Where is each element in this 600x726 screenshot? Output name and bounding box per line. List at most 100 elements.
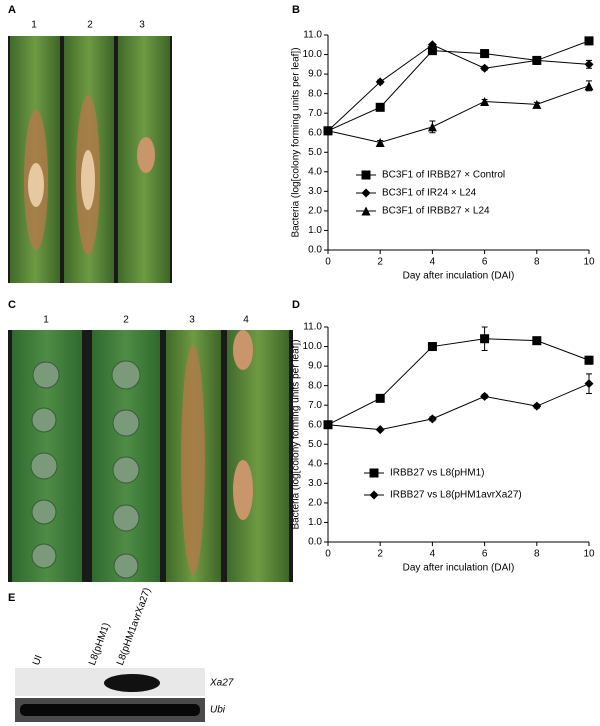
lesion bbox=[233, 330, 253, 370]
marker bbox=[584, 36, 594, 46]
y-tick-label: 0.0 bbox=[308, 245, 322, 256]
x-tick-label: 2 bbox=[377, 549, 383, 560]
lane-label: UI bbox=[31, 654, 45, 667]
lesion bbox=[181, 345, 205, 575]
leaf-label: 1 bbox=[43, 315, 49, 326]
lane-label: L8(pHM1avrXa27) bbox=[115, 586, 153, 667]
lesion bbox=[233, 460, 253, 520]
series-line bbox=[327, 338, 590, 426]
series-line bbox=[327, 44, 590, 132]
leaf-label: 4 bbox=[243, 315, 249, 326]
series-line bbox=[327, 383, 590, 431]
lane-label: L8(pHM1) bbox=[87, 621, 113, 667]
marker bbox=[375, 425, 385, 435]
y-tick-label: 8.0 bbox=[308, 88, 322, 99]
x-tick-label: 6 bbox=[482, 257, 488, 268]
marker bbox=[375, 138, 385, 147]
y-axis-label: Bacteria (log[colony forming units per l… bbox=[291, 47, 302, 237]
legend-marker bbox=[361, 170, 371, 180]
marker bbox=[375, 102, 385, 112]
panel-label: B bbox=[292, 4, 300, 16]
x-tick-label: 6 bbox=[482, 549, 488, 560]
y-tick-label: 10.0 bbox=[303, 341, 323, 352]
y-tick-label: 7.0 bbox=[308, 108, 322, 119]
marker bbox=[323, 420, 333, 430]
gene-label: Ubi bbox=[210, 705, 226, 716]
y-tick-label: 10.0 bbox=[303, 49, 323, 60]
y-tick-label: 9.0 bbox=[308, 69, 322, 80]
marker bbox=[532, 401, 542, 411]
legend-marker bbox=[361, 206, 371, 216]
y-tick-label: 7.0 bbox=[308, 400, 322, 411]
marker bbox=[480, 96, 490, 106]
marker bbox=[323, 126, 333, 136]
y-tick-label: 4.0 bbox=[308, 458, 322, 469]
y-tick-label: 0.0 bbox=[308, 537, 322, 548]
marker bbox=[427, 414, 437, 424]
lesion bbox=[137, 137, 155, 173]
y-tick-label: 5.0 bbox=[308, 439, 322, 450]
marker bbox=[532, 55, 542, 65]
y-tick-label: 4.0 bbox=[308, 166, 322, 177]
x-tick-label: 0 bbox=[325, 549, 331, 560]
marker bbox=[427, 122, 437, 132]
marker bbox=[375, 77, 385, 87]
marker bbox=[375, 393, 385, 403]
marker bbox=[480, 391, 490, 401]
series-line bbox=[327, 40, 590, 132]
legend-label: BC3F1 of IRBB27 × Control bbox=[382, 170, 505, 181]
panel-label: E bbox=[8, 592, 15, 604]
marker bbox=[427, 40, 437, 50]
lesion bbox=[81, 150, 95, 210]
leaf-label: 3 bbox=[139, 20, 145, 31]
marker bbox=[584, 81, 594, 91]
leaf-label: 2 bbox=[87, 20, 93, 31]
x-tick-label: 10 bbox=[583, 549, 595, 560]
y-tick-label: 1.0 bbox=[308, 225, 322, 236]
y-tick-label: 1.0 bbox=[308, 517, 322, 528]
legend-label: BC3F1 of IR24 × L24 bbox=[382, 188, 477, 199]
y-tick-label: 6.0 bbox=[308, 419, 322, 430]
series-line bbox=[327, 85, 590, 144]
band bbox=[20, 704, 200, 716]
x-axis-label: Day after inculation (DAI) bbox=[403, 271, 515, 282]
x-tick-label: 0 bbox=[325, 257, 331, 268]
y-tick-label: 6.0 bbox=[308, 127, 322, 138]
leaf-label: 3 bbox=[189, 315, 195, 326]
marker bbox=[584, 355, 594, 365]
infiltration-spots bbox=[30, 360, 141, 579]
y-tick-label: 5.0 bbox=[308, 147, 322, 158]
lesion bbox=[28, 163, 44, 207]
panel-label: C bbox=[8, 299, 16, 311]
marker bbox=[427, 46, 437, 56]
y-axis-label: Bacteria (log[colony forming units per l… bbox=[291, 339, 302, 529]
legend-marker bbox=[369, 468, 379, 478]
leaf-label: 2 bbox=[123, 315, 129, 326]
y-tick-label: 9.0 bbox=[308, 361, 322, 372]
marker bbox=[584, 59, 594, 69]
marker bbox=[480, 63, 490, 73]
marker bbox=[584, 379, 594, 389]
legend-label: BC3F1 of IRBB27 × L24 bbox=[382, 206, 490, 217]
panel-label: D bbox=[292, 299, 300, 311]
legend-marker bbox=[369, 490, 379, 500]
marker bbox=[480, 334, 490, 344]
legend-label: IRBB27 vs L8(pHM1) bbox=[390, 468, 484, 479]
y-tick-label: 2.0 bbox=[308, 498, 322, 509]
panel-label: A bbox=[8, 4, 16, 16]
marker bbox=[427, 342, 437, 352]
leaf bbox=[227, 330, 289, 582]
y-tick-label: 11.0 bbox=[303, 322, 322, 333]
marker bbox=[532, 336, 542, 346]
y-tick-label: 3.0 bbox=[308, 478, 322, 489]
legend-label: IRBB27 vs L8(pHM1avrXa27) bbox=[390, 490, 522, 501]
marker bbox=[480, 49, 490, 59]
leaf-label: 1 bbox=[31, 20, 37, 31]
x-tick-label: 4 bbox=[430, 257, 436, 268]
legend-marker bbox=[361, 188, 371, 198]
gene-label: Xa27 bbox=[209, 678, 234, 689]
x-axis-label: Day after inculation (DAI) bbox=[403, 563, 515, 574]
x-tick-label: 2 bbox=[377, 257, 383, 268]
